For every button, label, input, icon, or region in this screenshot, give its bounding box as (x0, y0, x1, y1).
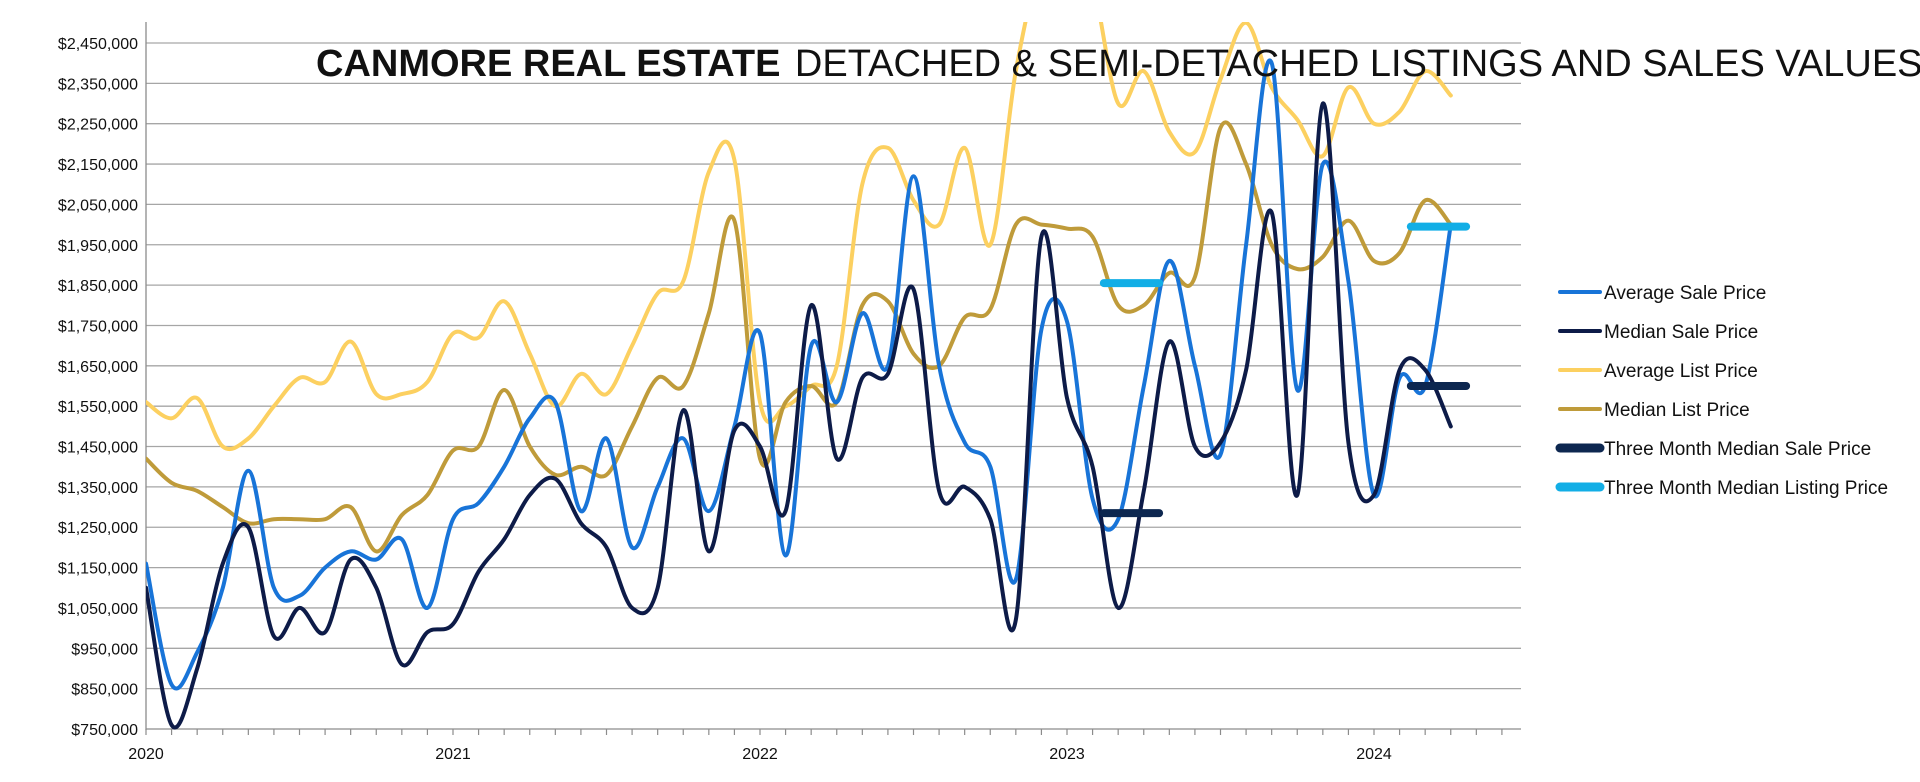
chart-title: CANMORE REAL ESTATE DETACHED & SEMI-DETA… (316, 43, 1920, 85)
legend-label-average-list-price: Average List Price (1604, 361, 1758, 382)
chart-grid (146, 42, 1521, 690)
x-tick-label: 2022 (742, 746, 778, 763)
y-tick-label: $2,150,000 (58, 157, 138, 174)
legend-label-three-month-median-listing-price: Three Month Median Listing Price (1604, 478, 1888, 499)
y-tick-label: $1,050,000 (58, 601, 138, 618)
series-line-median-list-price (146, 120, 1453, 554)
y-tick-label: $950,000 (71, 641, 138, 658)
y-tick-label: $1,750,000 (58, 318, 138, 335)
chart-legend: Average Sale Price Median Sale Price Avera… (1555, 283, 1888, 499)
x-tick-label: 2023 (1049, 746, 1085, 763)
y-tick-label: $1,350,000 (58, 480, 138, 497)
legend-label-median-list-price: Median List Price (1604, 400, 1750, 421)
chart-axes (145, 22, 1521, 735)
y-tick-label: $2,250,000 (58, 117, 138, 134)
y-tick-label: $1,650,000 (58, 359, 138, 376)
plot-area (146, 22, 1471, 730)
y-axis-tick-labels: $750,000 $850,000 $950,000 $1,050,000 $1,150… (58, 36, 138, 739)
y-tick-label: $1,550,000 (58, 399, 138, 416)
legend-label-three-month-median-sale-price: Three Month Median Sale Price (1604, 439, 1871, 460)
y-tick-label: $750,000 (71, 722, 138, 739)
y-tick-label: $1,950,000 (58, 238, 138, 255)
x-tick-label: 2024 (1356, 746, 1392, 763)
y-tick-label: $1,250,000 (58, 520, 138, 537)
legend-label-median-sale-price: Median Sale Price (1604, 322, 1758, 343)
y-tick-label: $2,450,000 (58, 36, 138, 53)
y-tick-label: $850,000 (71, 682, 138, 699)
series-line-average-sale-price (146, 58, 1453, 691)
series-line-average-list-price (146, 22, 1453, 452)
series-line-median-sale-price (146, 101, 1453, 730)
x-tick-label: 2021 (435, 746, 471, 763)
y-tick-label: $2,350,000 (58, 76, 138, 93)
y-tick-label: $1,150,000 (58, 561, 138, 578)
x-tick-label: 2020 (128, 746, 164, 763)
series-segments (1099, 222, 1471, 518)
y-tick-label: $1,850,000 (58, 278, 138, 295)
legend-label-average-sale-price: Average Sale Price (1604, 283, 1766, 304)
x-axis-tick-labels: 2020 2021 2022 2023 2024 (128, 746, 1392, 763)
y-tick-label: $1,450,000 (58, 440, 138, 457)
chart-title-rest: DETACHED & SEMI-DETACHED LISTINGS AND SA… (795, 43, 1920, 85)
chart-title-bold: CANMORE REAL ESTATE (316, 43, 780, 85)
series-lines (146, 22, 1453, 730)
y-tick-label: $2,050,000 (58, 197, 138, 214)
